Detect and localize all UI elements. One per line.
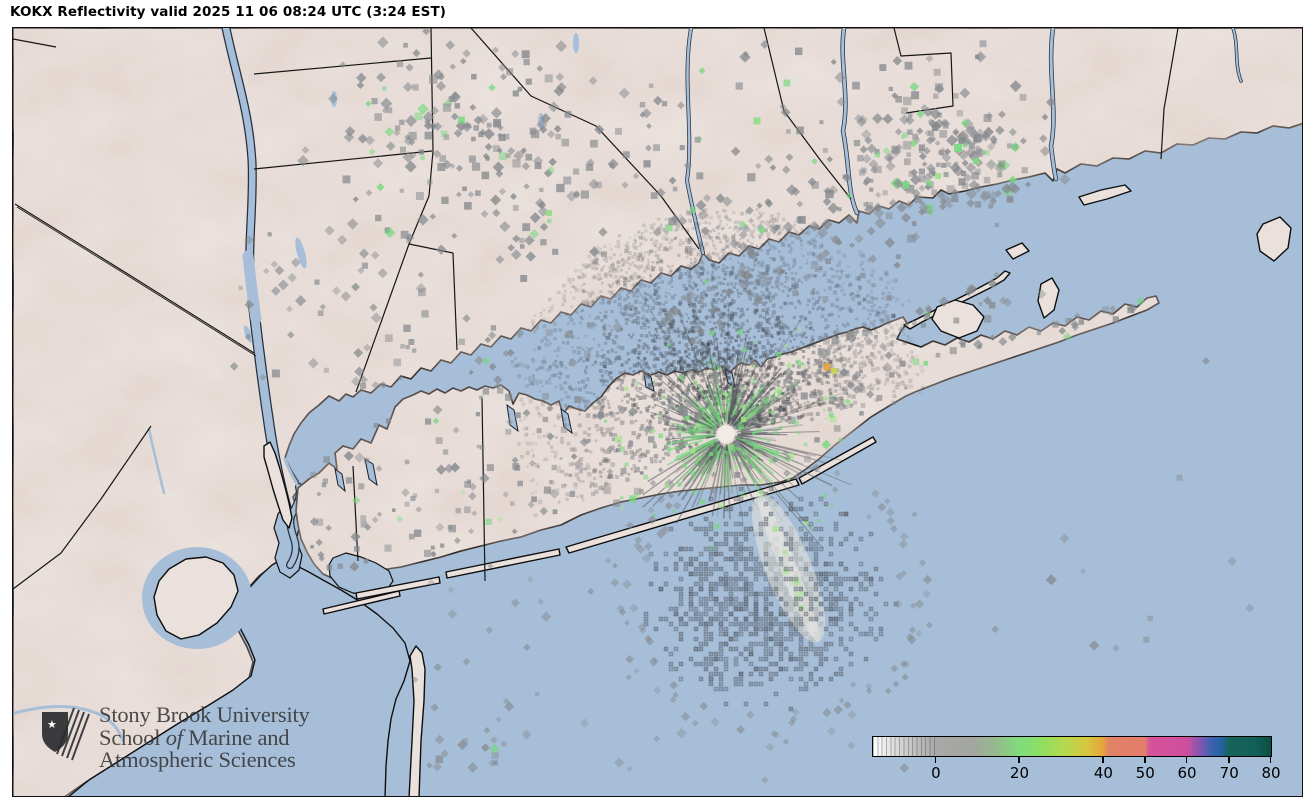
colorbar-low-stripes — [873, 737, 936, 756]
radar-site-marker — [717, 425, 735, 443]
reflectivity-colorbar: 0 20 40 50 60 70 80 — [872, 736, 1281, 782]
map-frame: ★ Stony Brook University School of Marin… — [12, 27, 1303, 797]
county-state-boundaries — [13, 28, 1179, 590]
sbu-logo: ★ Stony Brook University School of Marin… — [41, 702, 310, 772]
colorbar-tick-label: 0 — [931, 764, 941, 782]
radar-map — [13, 28, 1302, 796]
colorbar-tick-label: 60 — [1177, 764, 1197, 782]
colorbar-tick-label: 40 — [1093, 764, 1113, 782]
sbu-shield-icon: ★ — [42, 707, 90, 761]
logo-line-2: School of Marine and — [99, 724, 290, 750]
colorbar-tick — [934, 757, 937, 763]
map-title: KOKX Reflectivity valid 2025 11 06 08:24… — [10, 4, 447, 20]
gardiners-island — [1037, 277, 1060, 319]
colorbar-tick — [1144, 757, 1146, 763]
rivers — [13, 28, 1243, 743]
small-islands — [153, 184, 1292, 796]
barrier-east — [798, 436, 877, 485]
barrier-long-beach — [355, 576, 441, 600]
staten-island — [153, 556, 239, 640]
north-shore-harbors — [334, 368, 736, 493]
sbu-logo-text: Stony Brook University School of Marine … — [99, 702, 310, 772]
colorbar-tick — [1270, 757, 1272, 763]
colorbar-tick-label: 80 — [1261, 764, 1281, 782]
fishers-island — [1078, 184, 1132, 206]
colorbar-tick-label: 50 — [1135, 764, 1155, 782]
barrier-jones-beach — [445, 548, 561, 579]
logo-line-1: Stony Brook University — [99, 702, 310, 727]
logo-line-3: Atmospheric Sciences — [99, 747, 296, 772]
colorbar-tick — [1018, 757, 1020, 763]
colorbar-tick — [1228, 757, 1230, 763]
block-island — [1256, 216, 1292, 262]
barrier-fire-island — [565, 478, 800, 554]
plum-island — [1005, 242, 1030, 260]
manhattan — [263, 441, 293, 529]
colorbar-tick-label: 70 — [1219, 764, 1239, 782]
colorbar-tick-label: 20 — [1009, 764, 1029, 782]
radar-echo-layer — [229, 28, 1255, 784]
colorbar-tick — [1186, 757, 1188, 763]
barrier-rockaway — [322, 590, 401, 615]
sandy-hook — [408, 645, 426, 796]
colorbar-tick — [1102, 757, 1104, 763]
